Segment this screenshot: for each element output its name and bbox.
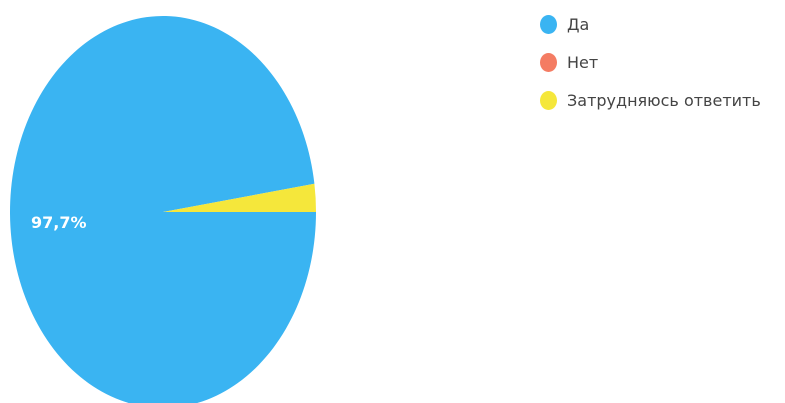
legend-label-yes: Да <box>567 14 590 34</box>
slice-label-slice-yes: 97,7% <box>31 213 87 232</box>
legend-item-undecided[interactable]: Затрудняюсь ответить <box>540 86 761 114</box>
pie-slices <box>10 16 316 403</box>
legend-item-no[interactable]: Нет <box>540 48 761 76</box>
legend-label-undecided: Затрудняюсь ответить <box>567 90 761 110</box>
legend-swatch-undecided <box>540 90 557 110</box>
slice-yes[interactable] <box>10 16 316 403</box>
legend-label-no: Нет <box>567 52 599 72</box>
legend-item-yes[interactable]: Да <box>540 10 761 38</box>
legend-swatch-yes <box>540 14 557 34</box>
slice-labels: 97,7% <box>31 213 87 232</box>
slice-undecided[interactable] <box>163 183 316 212</box>
legend-swatch-no <box>540 52 557 72</box>
legend: Да Нет Затрудняюсь ответить <box>540 10 761 114</box>
